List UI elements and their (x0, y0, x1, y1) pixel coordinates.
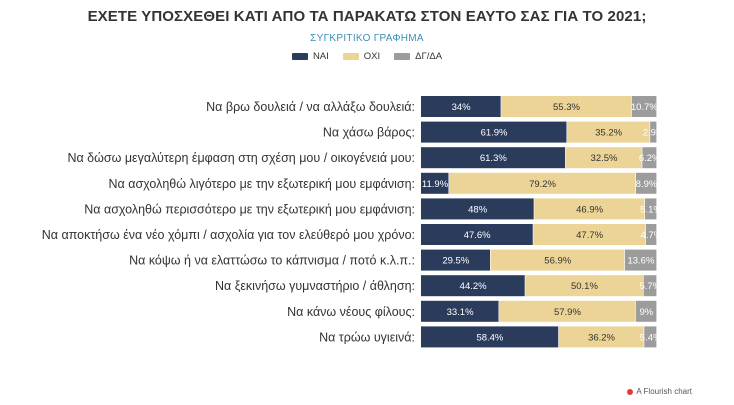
legend-item-no[interactable]: ΟΧΙ (342, 51, 381, 62)
data-label-yes: 61.3% (480, 153, 507, 164)
bar-segment-no[interactable] (565, 147, 642, 169)
chart-title: ΕΧΕΤΕ ΥΠΟΣΧΕΘΕΙ ΚΑΤΙ ΑΠΟ ΤΑ ΠΑΡΑΚΑΤΩ ΣΤΟ… (87, 8, 647, 25)
bar-segment-no[interactable] (449, 172, 636, 194)
category-label: Να βρω δουλειά / να αλλάξω δουλειά: (206, 100, 415, 114)
data-label-dk: 5.7% (639, 281, 661, 292)
legend-swatch-dk (394, 53, 411, 60)
category-label: Να χάσω βάρος: (323, 126, 415, 140)
legend-label-yes: ΝΑΙ (312, 51, 329, 62)
category-label: Να δώσω μεγαλύτερη έμφαση στη σχέση μου … (67, 151, 415, 165)
bar-segment-dk[interactable] (624, 249, 657, 271)
bar-segment-yes[interactable] (421, 249, 491, 271)
data-label-no: 57.9% (554, 307, 581, 318)
bar-segment-no[interactable] (490, 249, 625, 271)
bar-segment-no[interactable] (534, 198, 645, 220)
bar-segment-yes[interactable] (421, 198, 534, 220)
data-label-dk: 13.6% (627, 256, 654, 267)
bar-segment-yes[interactable] (421, 96, 501, 117)
data-label-no: 56.9% (544, 256, 571, 267)
data-label-dk: 8.9% (636, 179, 658, 190)
data-label-yes: 61.9% (481, 128, 508, 139)
legend-swatch-yes (291, 53, 308, 60)
category-label: Να κόψω ή να ελαττώσω το κάπνισμα / ποτό… (129, 254, 415, 268)
legend-label-dk: ΔΓ/ΔΑ (415, 51, 443, 62)
chart-subtitle: ΣΥΓΚΡΙΤΙΚΟ ΓΡΑΦΗΜΑ (310, 33, 424, 44)
category-label: Να κάνω νέους φίλους: (287, 305, 415, 319)
bar-segment-dk[interactable] (642, 147, 657, 169)
data-label-yes: 44.2% (460, 281, 487, 292)
data-label-no: 50.1% (571, 281, 598, 292)
bar-segment-dk[interactable] (644, 198, 657, 220)
data-label-dk: 4.7% (641, 230, 663, 241)
legend-label-no: ΟΧΙ (363, 51, 381, 62)
data-label-yes: 58.4% (476, 332, 503, 343)
bar-segment-dk[interactable] (635, 300, 657, 322)
data-label-no: 46.9% (576, 204, 603, 215)
bar-segment-yes[interactable] (421, 326, 559, 348)
bar-segment-yes[interactable] (421, 300, 499, 322)
flourish-credit-text: A Flourish chart (636, 387, 692, 396)
category-label: Να ασχοληθώ λιγότερο με την εξωτερική μο… (108, 177, 415, 191)
bar-segment-yes[interactable] (421, 147, 566, 169)
data-label-no: 79.2% (529, 179, 556, 190)
bar-segment-yes[interactable] (421, 275, 525, 297)
data-label-yes: 29.5% (442, 256, 469, 267)
data-label-yes: 11.9% (422, 179, 449, 190)
category-label: Να ασχοληθώ περισσότερο με την εξωτερική… (84, 202, 415, 216)
data-label-yes: 47.6% (464, 230, 491, 241)
data-label-no: 47.7% (576, 230, 603, 241)
flourish-credit[interactable]: A Flourish chart (627, 387, 692, 396)
legend-item-yes[interactable]: ΝΑΙ (291, 51, 329, 62)
data-label-yes: 34% (452, 102, 472, 113)
data-label-no: 32.5% (591, 153, 618, 164)
category-label: Να τρώω υγιεινά: (319, 330, 415, 344)
data-label-yes: 33.1% (447, 307, 474, 318)
bar-segment-yes[interactable] (421, 121, 567, 143)
data-label-no: 35.2% (595, 128, 622, 139)
bar-segment-no[interactable] (533, 224, 646, 245)
data-label-dk: 10.7% (631, 102, 658, 113)
chart-legend: ΝΑΙ ΟΧΙ ΔΓ/ΔΑ (0, 51, 734, 62)
data-label-no: 55.3% (553, 102, 580, 113)
flourish-logo-icon (627, 388, 634, 395)
bar-segment-dk[interactable] (644, 326, 657, 348)
bar-segment-dk[interactable] (635, 172, 657, 194)
data-label-dk: 5.4% (640, 332, 662, 343)
bar-segment-dk[interactable] (631, 96, 657, 117)
bar-segment-yes[interactable] (421, 172, 449, 194)
bar-segment-dk[interactable] (650, 121, 657, 143)
category-label: Να ξεκινήσω γυμναστήριο / άθληση: (215, 279, 415, 293)
legend-item-dk[interactable]: ΔΓ/ΔΑ (394, 51, 442, 62)
bar-segment-no[interactable] (567, 121, 650, 143)
data-label-no: 36.2% (588, 332, 615, 343)
bar-segment-no[interactable] (501, 96, 632, 117)
category-label: Να αποκτήσω ένα νέο χόμπι / ασχολία για … (42, 228, 415, 242)
bar-segment-no[interactable] (558, 326, 644, 348)
bar-segment-dk[interactable] (645, 224, 657, 245)
data-label-dk: 5.1% (640, 204, 662, 215)
bar-segment-no[interactable] (499, 300, 636, 322)
data-label-dk: 6.2% (639, 153, 661, 164)
bar-segment-no[interactable] (525, 275, 643, 297)
bar-segment-dk[interactable] (643, 275, 657, 297)
data-label-dk: 9% (640, 307, 654, 318)
data-label-dk: 2.9% (643, 128, 665, 139)
legend-swatch-no (342, 53, 359, 60)
bar-segment-yes[interactable] (421, 224, 533, 245)
data-label-yes: 48% (468, 204, 488, 215)
